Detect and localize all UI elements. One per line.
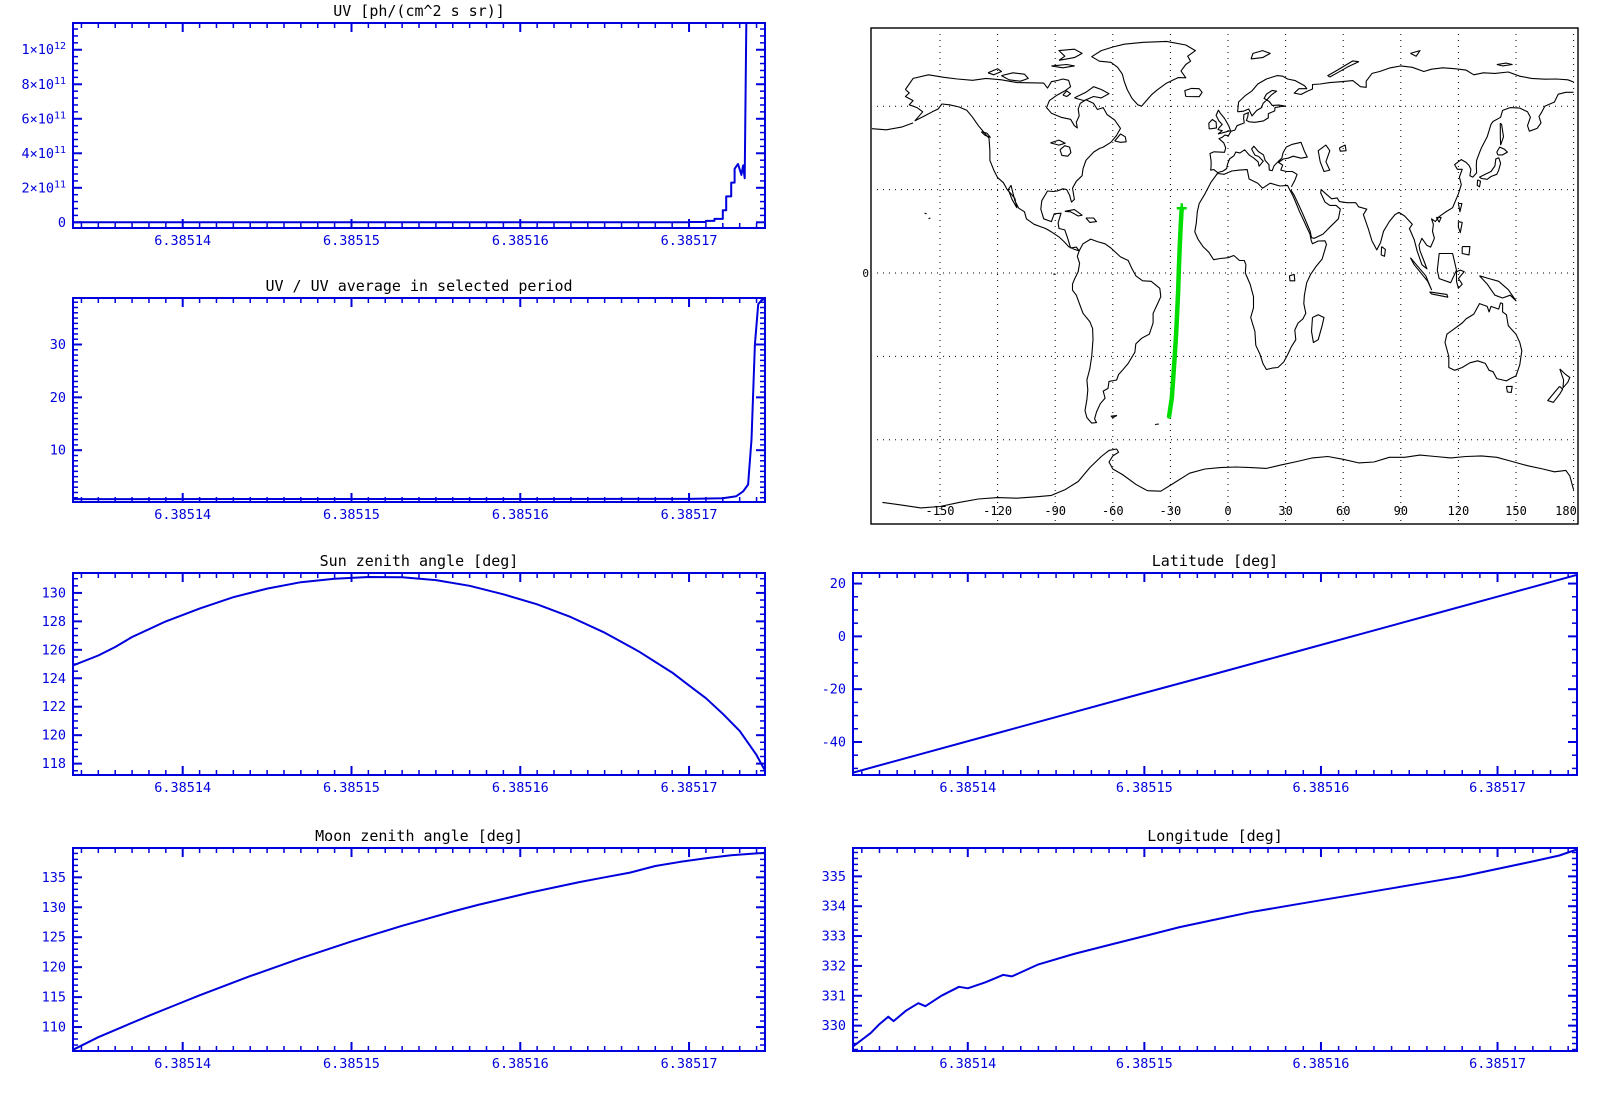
world-map-ground-track: -150 -120 -90 -60 -30 0 30 60 90 120 150 180 0 [862, 27, 1579, 525]
svg-text:6.38515: 6.38515 [323, 233, 380, 249]
svg-text:-120: -120 [983, 504, 1012, 518]
svg-text:333: 333 [822, 929, 846, 945]
svg-text:10: 10 [50, 443, 66, 459]
svg-text:120: 120 [42, 960, 66, 976]
svg-text:30: 30 [1278, 504, 1292, 518]
svg-text:120: 120 [1448, 504, 1470, 518]
svg-text:6.38515: 6.38515 [323, 1056, 380, 1072]
svg-text:-60: -60 [1102, 504, 1124, 518]
svg-text:0: 0 [838, 629, 846, 645]
svg-text:126: 126 [42, 642, 66, 658]
svg-text:6.38517: 6.38517 [661, 1056, 718, 1072]
svg-text:6.38514: 6.38514 [154, 780, 211, 796]
svg-text:6.38517: 6.38517 [661, 780, 718, 796]
svg-text:128: 128 [42, 614, 66, 630]
svg-text:-40: -40 [822, 734, 846, 750]
svg-text:1×1012: 1×1012 [21, 41, 66, 58]
svg-text:334: 334 [822, 899, 846, 915]
svg-text:0: 0 [862, 267, 869, 280]
svg-text:6.38516: 6.38516 [1292, 1056, 1349, 1072]
svg-text:30: 30 [50, 337, 66, 353]
latitude-plot-title: Latitude [deg] [1152, 552, 1278, 570]
svg-text:6.38515: 6.38515 [1116, 1056, 1173, 1072]
svg-text:124: 124 [42, 671, 66, 687]
svg-text:60: 60 [1336, 504, 1350, 518]
svg-text:6.38514: 6.38514 [939, 1056, 996, 1072]
uv-ratio-plot: UV / UV average in selected period 6.385… [50, 277, 766, 523]
svg-text:6.38514: 6.38514 [154, 1056, 211, 1072]
svg-text:6.38516: 6.38516 [492, 507, 549, 523]
svg-text:6.38516: 6.38516 [492, 780, 549, 796]
svg-text:335: 335 [822, 869, 846, 885]
uv-plot: UV [ph/(cm^2 s sr)] 6.38514 6.38515 6.3851… [21, 2, 766, 249]
uv-ratio-plot-title: UV / UV average in selected period [265, 277, 572, 295]
moon-zenith-plot-title: Moon zenith angle [deg] [315, 827, 523, 845]
svg-text:110: 110 [42, 1020, 66, 1036]
svg-text:-30: -30 [1160, 504, 1182, 518]
longitude-plot: Longitude [deg] 6.38514 6.38515 6.38516 6.3… [822, 827, 1578, 1072]
svg-text:332: 332 [822, 958, 846, 974]
svg-text:90: 90 [1394, 504, 1408, 518]
svg-text:130: 130 [42, 585, 66, 601]
svg-text:115: 115 [42, 990, 66, 1006]
svg-text:2×1011: 2×1011 [21, 179, 66, 196]
latitude-plot: Latitude [deg] 6.38514 6.38515 6.38516 6.38… [822, 552, 1578, 796]
svg-text:6.38514: 6.38514 [154, 233, 211, 249]
svg-text:20: 20 [50, 390, 66, 406]
svg-text:330: 330 [822, 1018, 846, 1034]
svg-text:4×1011: 4×1011 [21, 145, 66, 162]
sun-zenith-plot: Sun zenith angle [deg] 6.38514 6.38515 6.3… [42, 552, 766, 796]
svg-text:150: 150 [1505, 504, 1527, 518]
moon-zenith-plot: Moon zenith angle [deg] 6.38514 6.38515 6.… [42, 827, 766, 1072]
svg-text:6.38517: 6.38517 [661, 507, 718, 523]
svg-text:6.38515: 6.38515 [1116, 780, 1173, 796]
sun-zenith-plot-title: Sun zenith angle [deg] [320, 552, 519, 570]
svg-text:180: 180 [1555, 504, 1577, 518]
svg-text:6.38514: 6.38514 [939, 780, 996, 796]
svg-text:6.38515: 6.38515 [323, 780, 380, 796]
svg-text:6.38517: 6.38517 [1469, 780, 1526, 796]
svg-text:130: 130 [42, 900, 66, 916]
longitude-plot-title: Longitude [deg] [1147, 827, 1282, 845]
svg-text:-20: -20 [822, 682, 846, 698]
svg-text:6.38516: 6.38516 [492, 233, 549, 249]
svg-text:120: 120 [42, 728, 66, 744]
svg-text:6.38515: 6.38515 [323, 507, 380, 523]
svg-text:-90: -90 [1044, 504, 1066, 518]
svg-text:118: 118 [42, 756, 66, 772]
svg-text:122: 122 [42, 699, 66, 715]
svg-text:6×1011: 6×1011 [21, 110, 66, 127]
svg-text:6.38516: 6.38516 [1292, 780, 1349, 796]
svg-text:8×1011: 8×1011 [21, 76, 66, 93]
svg-text:6.38514: 6.38514 [154, 507, 211, 523]
svg-text:6.38517: 6.38517 [1469, 1056, 1526, 1072]
svg-text:20: 20 [830, 576, 846, 592]
svg-text:-150: -150 [926, 504, 955, 518]
uv-plot-title: UV [ph/(cm^2 s sr)] [333, 2, 505, 20]
svg-text:6.38517: 6.38517 [661, 233, 718, 249]
svg-text:0: 0 [58, 215, 66, 231]
svg-text:6.38516: 6.38516 [492, 1056, 549, 1072]
svg-text:331: 331 [822, 988, 846, 1004]
svg-text:125: 125 [42, 930, 66, 946]
svg-text:135: 135 [42, 870, 66, 886]
svg-text:0: 0 [1224, 504, 1231, 518]
